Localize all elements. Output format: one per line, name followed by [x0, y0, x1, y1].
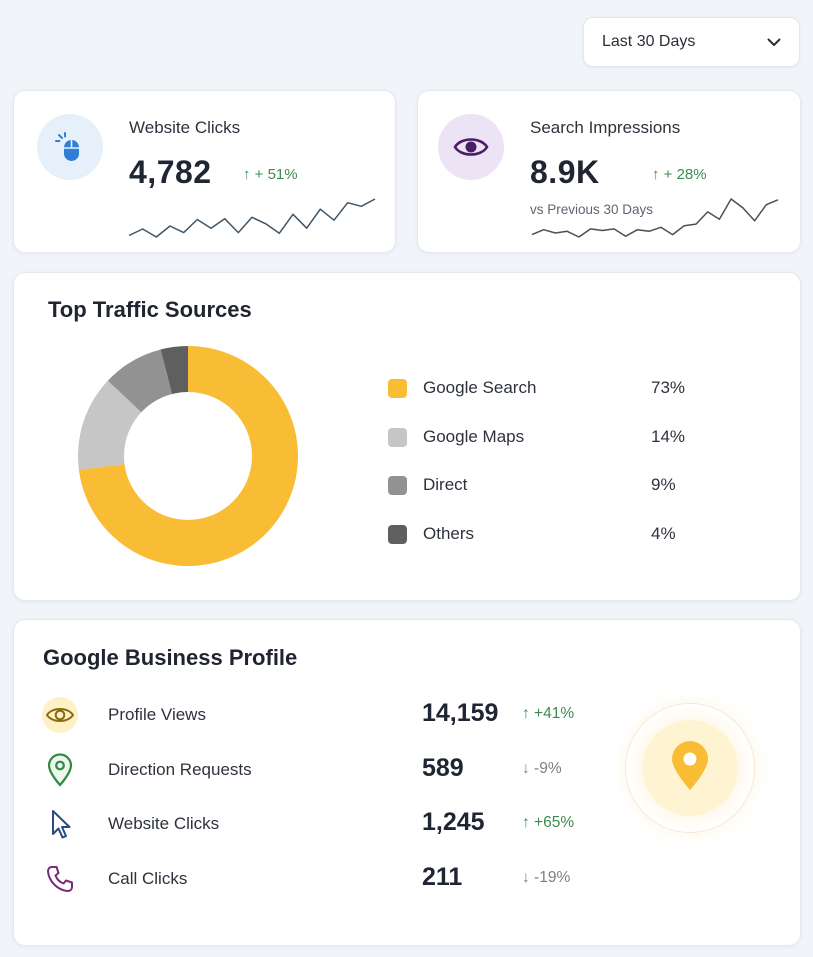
- kpi-label: Search Impressions: [530, 118, 681, 137]
- location-pin-icon: [42, 752, 78, 788]
- legend-label: Google Search: [423, 378, 537, 397]
- kpi-comparison-note: vs Previous 30 Days: [530, 202, 654, 217]
- metric-value: 14,159: [422, 699, 499, 727]
- metric-change: ↑ +41%: [522, 705, 575, 722]
- search-impressions-sparkline: [531, 198, 779, 238]
- kpi-change: ↑ + 51%: [243, 166, 298, 183]
- traffic-donut-chart: [78, 346, 298, 566]
- metric-change: ↓ -9%: [522, 760, 562, 777]
- metric-label: Profile Views: [108, 705, 206, 724]
- location-badge-inner: [642, 720, 738, 816]
- legend-swatch: [388, 427, 407, 447]
- eye-icon: [42, 697, 78, 733]
- legend-item-google-search: Google Search 73%: [374, 376, 694, 400]
- metric-change: ↑ +65%: [522, 814, 575, 831]
- legend-item-direct: Direct 9%: [374, 473, 694, 497]
- traffic-sources-title: Top Traffic Sources: [48, 297, 252, 322]
- kpi-card-website-clicks: Website Clicks 4,782 ↑ + 51%: [13, 90, 396, 253]
- location-pin-icon: [670, 740, 710, 797]
- legend-swatch: [388, 475, 407, 495]
- legend-swatch: [388, 524, 407, 544]
- legend-swatch: [388, 378, 407, 398]
- website-clicks-sparkline: [128, 198, 376, 238]
- legend-percent: 73%: [651, 378, 686, 397]
- chevron-down-icon: [767, 38, 781, 47]
- metric-row-website-clicks: Website Clicks 1,245 ↑ +65%: [42, 804, 602, 844]
- legend-percent: 4%: [651, 524, 676, 543]
- kpi-label: Website Clicks: [129, 118, 241, 137]
- metric-row-direction-requests: Direction Requests 589 ↓ -9%: [42, 750, 602, 790]
- metric-value: 1,245: [422, 808, 485, 836]
- kpi-card-search-impressions: Search Impressions 8.9K ↑ + 28% vs Previ…: [417, 90, 801, 253]
- metric-label: Direction Requests: [108, 760, 252, 779]
- date-range-select[interactable]: Last 30 Days: [583, 17, 800, 67]
- metric-label: Website Clicks: [108, 814, 220, 833]
- metric-row-call-clicks: Call Clicks 211 ↓ -19%: [42, 859, 602, 899]
- legend-label: Others: [423, 524, 475, 543]
- metric-change: ↓ -19%: [522, 869, 571, 886]
- location-badge: [626, 704, 754, 832]
- legend-item-google-maps: Google Maps 14%: [374, 425, 694, 449]
- legend-percent: 9%: [651, 475, 676, 494]
- metric-value: 589: [422, 754, 464, 782]
- phone-icon: [42, 861, 78, 897]
- kpi-value: 4,782: [129, 154, 212, 190]
- legend-label: Google Maps: [423, 427, 525, 446]
- traffic-sources-card: Top Traffic Sources Google Search 73% Go…: [13, 272, 801, 601]
- date-range-label: Last 30 Days: [602, 33, 696, 50]
- kpi-change: ↑ + 28%: [652, 166, 707, 183]
- legend-percent: 14%: [651, 427, 686, 446]
- legend-item-others: Others 4%: [374, 522, 694, 546]
- metric-label: Call Clicks: [108, 869, 188, 888]
- metric-value: 211: [422, 863, 463, 891]
- business-profile-title: Google Business Profile: [43, 645, 298, 670]
- metric-row-profile-views: Profile Views 14,159 ↑ +41%: [42, 695, 602, 735]
- business-profile-card: Google Business Profile Profile Views 14…: [13, 619, 801, 946]
- eye-icon: [438, 114, 504, 180]
- cursor-icon: [42, 806, 78, 842]
- mouse-icon: [37, 114, 103, 180]
- legend-label: Direct: [423, 475, 468, 494]
- kpi-value: 8.9K: [530, 154, 600, 190]
